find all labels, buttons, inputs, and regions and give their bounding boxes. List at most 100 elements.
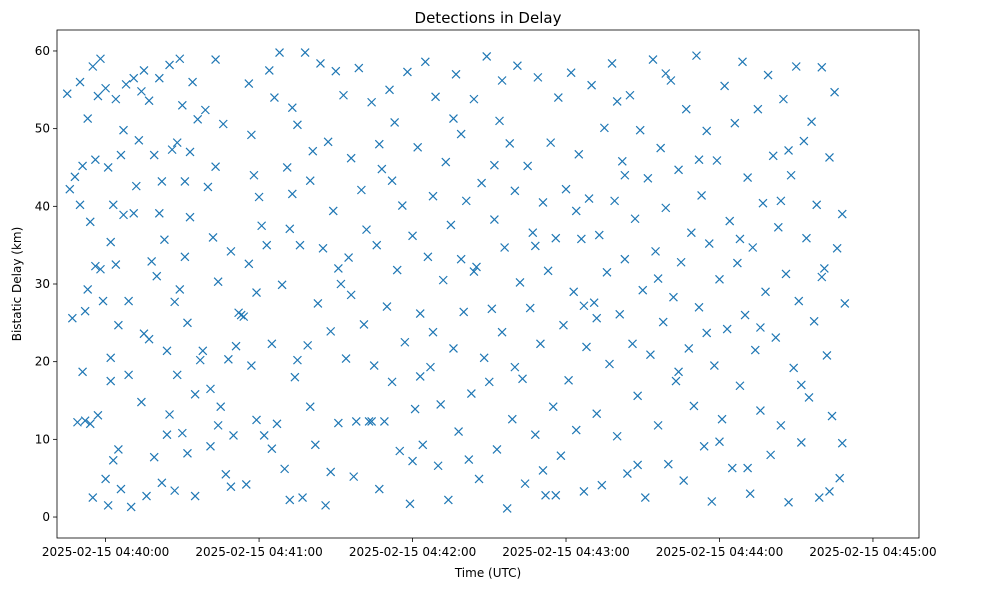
data-point-stroke: [809, 316, 819, 326]
data-point: [684, 344, 694, 353]
data-point: [139, 65, 149, 75]
data-point: [738, 57, 747, 67]
data-point: [85, 419, 95, 429]
data-point: [392, 265, 402, 275]
data-point-stroke: [349, 472, 359, 482]
data-point-stroke: [275, 48, 284, 57]
data-point: [702, 328, 712, 338]
data-point-stroke: [328, 206, 338, 216]
data-point: [356, 185, 366, 195]
data-point: [90, 155, 100, 165]
data-point-stroke: [502, 504, 512, 513]
data-point-stroke: [218, 119, 228, 129]
data-point-stroke: [745, 489, 755, 499]
data-point-stroke: [743, 173, 753, 183]
data-point: [661, 203, 671, 213]
data-point: [298, 493, 307, 503]
data-point: [745, 489, 755, 499]
data-point: [638, 285, 648, 295]
data-point-stroke: [180, 252, 190, 262]
data-point: [543, 266, 553, 276]
data-point-stroke: [692, 51, 701, 61]
data-point-stroke: [356, 185, 366, 195]
data-point-stroke: [553, 93, 563, 103]
data-point-stroke: [73, 417, 82, 427]
data-point: [285, 224, 295, 234]
data-point-stroke: [686, 228, 696, 238]
data-point-stroke: [254, 192, 264, 202]
data-point-stroke: [789, 363, 799, 373]
data-point-stroke: [610, 196, 620, 206]
data-point-stroke: [111, 94, 121, 104]
data-point-stroke: [203, 182, 213, 192]
data-point: [536, 339, 545, 349]
data-point-stroke: [681, 104, 691, 114]
data-point: [218, 119, 228, 129]
data-point-stroke: [65, 184, 75, 194]
data-point: [93, 91, 103, 101]
data-point-stroke: [379, 417, 389, 426]
data-point: [285, 495, 295, 505]
data-point: [766, 450, 776, 460]
data-point-stroke: [748, 243, 758, 252]
data-point-stroke: [592, 313, 602, 323]
data-point: [541, 490, 550, 500]
data-point: [252, 415, 261, 425]
data-point: [835, 473, 845, 483]
data-point-stroke: [666, 76, 676, 85]
data-point-stroke: [732, 258, 742, 268]
data-point-stroke: [738, 57, 747, 67]
data-point-stroke: [433, 461, 443, 471]
data-point-stroke: [830, 87, 840, 97]
data-point-stroke: [443, 495, 453, 505]
data-point-stroke: [438, 275, 448, 285]
data-point: [267, 339, 277, 349]
y-axis-label: Bistatic Delay (km): [10, 227, 24, 342]
data-point-stroke: [814, 493, 824, 503]
data-point-stroke: [293, 355, 302, 365]
data-point: [510, 186, 520, 196]
data-point-stroke: [835, 473, 845, 483]
data-point-stroke: [139, 65, 149, 75]
data-point-stroke: [175, 285, 185, 294]
data-point: [697, 191, 707, 200]
data-point: [630, 214, 640, 224]
data-point-stroke: [674, 165, 683, 175]
data-point-stroke: [229, 431, 238, 440]
data-point: [165, 60, 174, 70]
data-point-stroke: [579, 301, 589, 311]
data-point-stroke: [571, 425, 581, 435]
data-point: [244, 259, 254, 269]
data-point-stroke: [249, 170, 259, 180]
data-point: [333, 264, 343, 273]
data-point-stroke: [231, 341, 241, 351]
data-point: [610, 196, 620, 206]
data-point: [743, 463, 753, 473]
data-point-stroke: [469, 94, 479, 104]
data-point-stroke: [451, 69, 461, 79]
data-point-stroke: [628, 339, 637, 349]
data-point-stroke: [761, 287, 770, 297]
data-point: [272, 419, 282, 429]
data-point: [469, 267, 479, 276]
data-point: [715, 274, 724, 284]
data-point: [796, 438, 806, 447]
data-point: [152, 271, 162, 281]
data-point-stroke: [625, 90, 635, 100]
data-point: [362, 225, 371, 235]
data-point: [405, 499, 415, 509]
data-point: [295, 240, 305, 250]
data-point-stroke: [454, 427, 464, 437]
data-point-stroke: [397, 201, 407, 210]
data-point-stroke: [487, 304, 497, 314]
data-point-stroke: [622, 469, 632, 478]
data-point-stroke: [484, 377, 494, 387]
data-point-stroke: [395, 446, 405, 456]
data-point-stroke: [456, 254, 466, 264]
data-point: [717, 414, 727, 424]
data-point-stroke: [134, 135, 144, 145]
data-point: [484, 377, 494, 387]
data-point-stroke: [492, 445, 502, 454]
data-point: [239, 312, 249, 322]
data-point-stroke: [333, 264, 343, 273]
